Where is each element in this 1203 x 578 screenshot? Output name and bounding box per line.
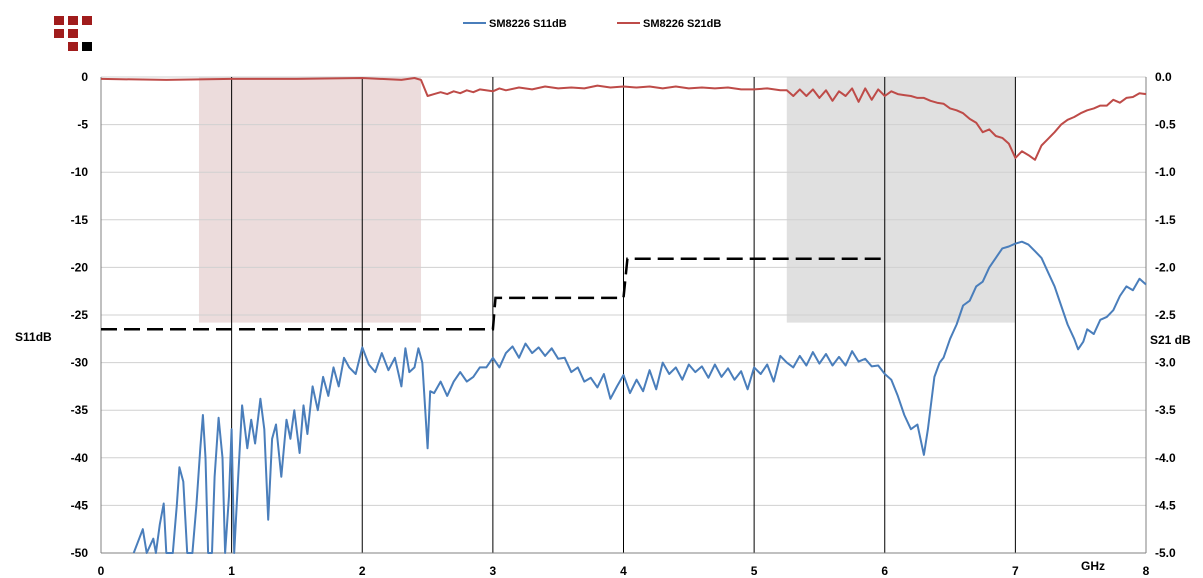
- spec-mask-line: [101, 257, 888, 331]
- y-left-tick-label: -35: [71, 403, 89, 417]
- y-left-tick-label: -50: [71, 546, 89, 560]
- y-right-tick-label: -5.0: [1155, 546, 1176, 560]
- x-axis-unit-label: GHz: [1081, 559, 1105, 573]
- y-left-tick-label: -15: [71, 213, 89, 227]
- s11-series-line: [132, 240, 1147, 554]
- y-right-tick-label: -1.0: [1155, 165, 1176, 179]
- y-right-tick-label: 0.0: [1155, 70, 1172, 84]
- x-tick-label: 3: [490, 564, 497, 578]
- legend: SM8226 S11dB SM8226 S21dB: [463, 18, 721, 30]
- y-right-tick-label: -1.5: [1155, 213, 1176, 227]
- y-left-axis-ticks: 0 -5 -10 -15 -20 -25 -30 -35 -40 -45 -50: [71, 70, 89, 560]
- y-left-tick-label: -40: [71, 451, 89, 465]
- y-left-tick-label: 0: [81, 70, 88, 84]
- y-right-tick-label: -0.5: [1155, 118, 1176, 132]
- plot-border: [100, 77, 1147, 554]
- y-right-tick-label: -4.5: [1155, 498, 1176, 512]
- x-tick-label: 6: [881, 564, 888, 578]
- logo: [54, 16, 92, 51]
- series-lines: [100, 77, 1147, 554]
- x-tick-label: 4: [620, 564, 627, 578]
- x-tick-label: 5: [751, 564, 758, 578]
- y-left-tick-label: -25: [71, 308, 89, 322]
- y-right-tick-label: -3.5: [1155, 403, 1176, 417]
- shaded-band-2: [786, 77, 1016, 323]
- x-tick-label: 2: [359, 564, 366, 578]
- spec-mask: [101, 257, 888, 331]
- y-right-tick-label: -2.5: [1155, 308, 1176, 322]
- y-left-tick-label: -20: [71, 260, 89, 274]
- s21-series-line: [100, 77, 1147, 161]
- legend-label-s21: SM8226 S21dB: [643, 18, 721, 30]
- shaded-bands: [198, 77, 1016, 323]
- y-right-axis-ticks: 0.0 -0.5 -1.0 -1.5 -2.0 -2.5 -3.0 -3.5 -4.0 -4.5 -…: [1155, 70, 1176, 560]
- x-tick-label: 7: [1012, 564, 1019, 578]
- y-right-tick-label: -4.0: [1155, 451, 1176, 465]
- y-left-tick-label: -10: [71, 165, 89, 179]
- x-tick-label: 8: [1143, 564, 1150, 578]
- y-left-tick-label: -5: [77, 118, 88, 132]
- y-right-tick-label: -3.0: [1155, 356, 1176, 370]
- y-left-axis-title: S11dB: [15, 330, 52, 344]
- x-axis-ticks: 0 1 2 3 4 5 6 7 8: [98, 564, 1150, 578]
- shaded-band-1: [198, 77, 422, 323]
- y-left-tick-label: -45: [71, 498, 89, 512]
- x-tick-label: 0: [98, 564, 105, 578]
- y-right-tick-label: -2.0: [1155, 260, 1176, 274]
- y-right-axis-title: S21 dB: [1150, 333, 1191, 347]
- x-tick-label: 1: [228, 564, 235, 578]
- legend-label-s11: SM8226 S11dB: [489, 18, 567, 30]
- y-left-tick-label: -30: [71, 356, 89, 370]
